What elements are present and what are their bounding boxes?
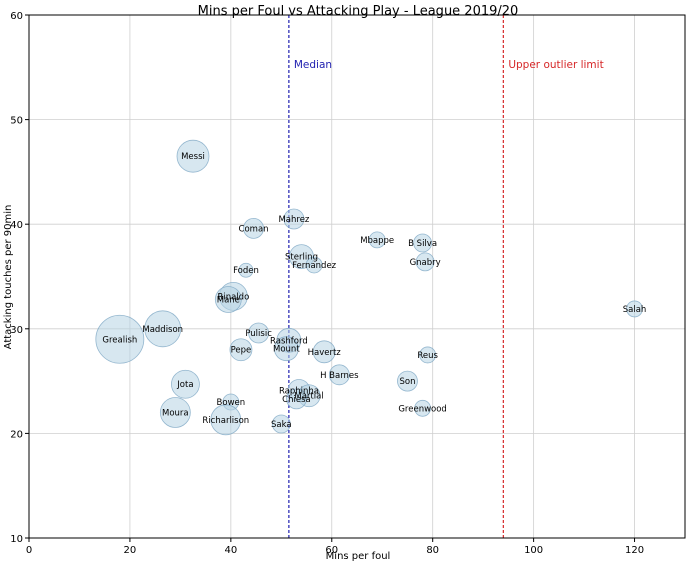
bubbles <box>95 139 643 436</box>
grid-lines <box>28 14 685 539</box>
chart-title: Mins per Foul vs Attacking Play - League… <box>198 4 519 19</box>
bubble-chiesa <box>286 388 307 410</box>
player-label: Pulisic <box>245 329 272 339</box>
player-label: Raphinha <box>279 387 319 397</box>
x-tick-label: 100 <box>524 545 543 556</box>
player-label: Mahrez <box>278 215 309 225</box>
player-label: Son <box>399 377 415 387</box>
player-label: Pepe <box>231 346 252 356</box>
bubble-h-barnes <box>328 364 350 386</box>
bubble-jota <box>171 369 200 399</box>
bubble-fernandez <box>305 256 323 274</box>
player-label: Foden <box>233 266 259 276</box>
x-tick-label: 0 <box>26 545 32 556</box>
player-labels: Messi Mahrez Coman Mbappe B Silva Sterling Gna… <box>102 152 646 430</box>
x-tick-label: 40 <box>224 545 237 556</box>
player-label: Bowen <box>217 398 246 408</box>
y-tick-label: 40 <box>10 220 23 231</box>
player-label: Messi <box>181 152 205 162</box>
bubble-salah <box>626 300 643 318</box>
player-label: Greenwood <box>398 404 447 414</box>
x-axis-label: Mins per foul <box>326 551 391 562</box>
player-label: Mane <box>217 296 240 306</box>
plot-frame <box>28 14 686 539</box>
reference-lines: Median Upper outlier limit <box>288 15 604 538</box>
y-tick-label: 60 <box>10 11 23 22</box>
x-tick-label: 80 <box>426 545 439 556</box>
player-label: Moura <box>162 408 189 418</box>
y-tick-label: 30 <box>10 325 23 336</box>
bubble-saka <box>271 414 291 434</box>
player-label: Fernandez <box>292 261 337 271</box>
bubble-greenwood <box>414 399 432 417</box>
reference-line-label: Median <box>294 59 332 71</box>
player-label: Martial <box>294 392 323 402</box>
player-label: Jota <box>176 380 193 390</box>
axis-ticks: 0 20 40 60 80 100 120 10 20 30 40 50 60 <box>10 11 644 556</box>
bubble-pulisic <box>248 322 270 344</box>
player-label: Maddison <box>142 325 183 335</box>
player-label: Saka <box>271 420 292 430</box>
player-label: H Barnes <box>320 371 359 381</box>
player-label: Mount <box>273 345 300 355</box>
x-tick-label: 120 <box>625 545 644 556</box>
bubble-gnabry <box>415 252 435 272</box>
bubble-b-silva <box>413 233 433 253</box>
bubble-mbappe <box>368 231 386 249</box>
player-label: Havertz <box>308 348 342 358</box>
bubble-messi <box>176 139 210 173</box>
reference-line-label: Upper outlier limit <box>508 59 603 71</box>
player-label: Chiesa <box>282 395 311 405</box>
bubble-foden <box>238 262 254 278</box>
player-label: Grealish <box>102 335 137 345</box>
player-label: Rinaldo <box>217 292 249 302</box>
bubble-coman <box>243 217 264 239</box>
bubble-moura <box>159 397 191 428</box>
x-tick-label: 20 <box>124 545 137 556</box>
y-tick-label: 50 <box>10 116 23 127</box>
player-label: Reus <box>417 351 438 361</box>
bubble-mahrez <box>283 208 305 230</box>
bubble-grealish <box>95 314 145 364</box>
bubble-richarlison <box>210 404 242 436</box>
player-label: Rashford <box>270 336 308 346</box>
bubble-mount <box>273 336 299 362</box>
player-label: Coman <box>239 224 269 234</box>
y-tick-label: 10 <box>10 534 23 545</box>
bubble-mane <box>214 286 242 313</box>
player-label: Mbappe <box>360 236 394 246</box>
y-axis-label: Attacking touches per 90min <box>3 205 14 350</box>
bubble-reus <box>419 346 437 364</box>
player-label: B Silva <box>408 239 437 249</box>
bubble-havertz <box>312 340 336 364</box>
bubble-son <box>397 370 418 392</box>
player-label: Sterling <box>285 253 318 263</box>
player-label: Salah <box>623 305 647 315</box>
player-label: Gnabry <box>410 258 441 268</box>
bubble-maddison <box>144 310 182 348</box>
player-label: Richarlison <box>202 416 249 426</box>
x-tick-label: 60 <box>325 545 338 556</box>
bubble-pepe <box>229 338 253 362</box>
y-tick-label: 20 <box>10 429 23 440</box>
